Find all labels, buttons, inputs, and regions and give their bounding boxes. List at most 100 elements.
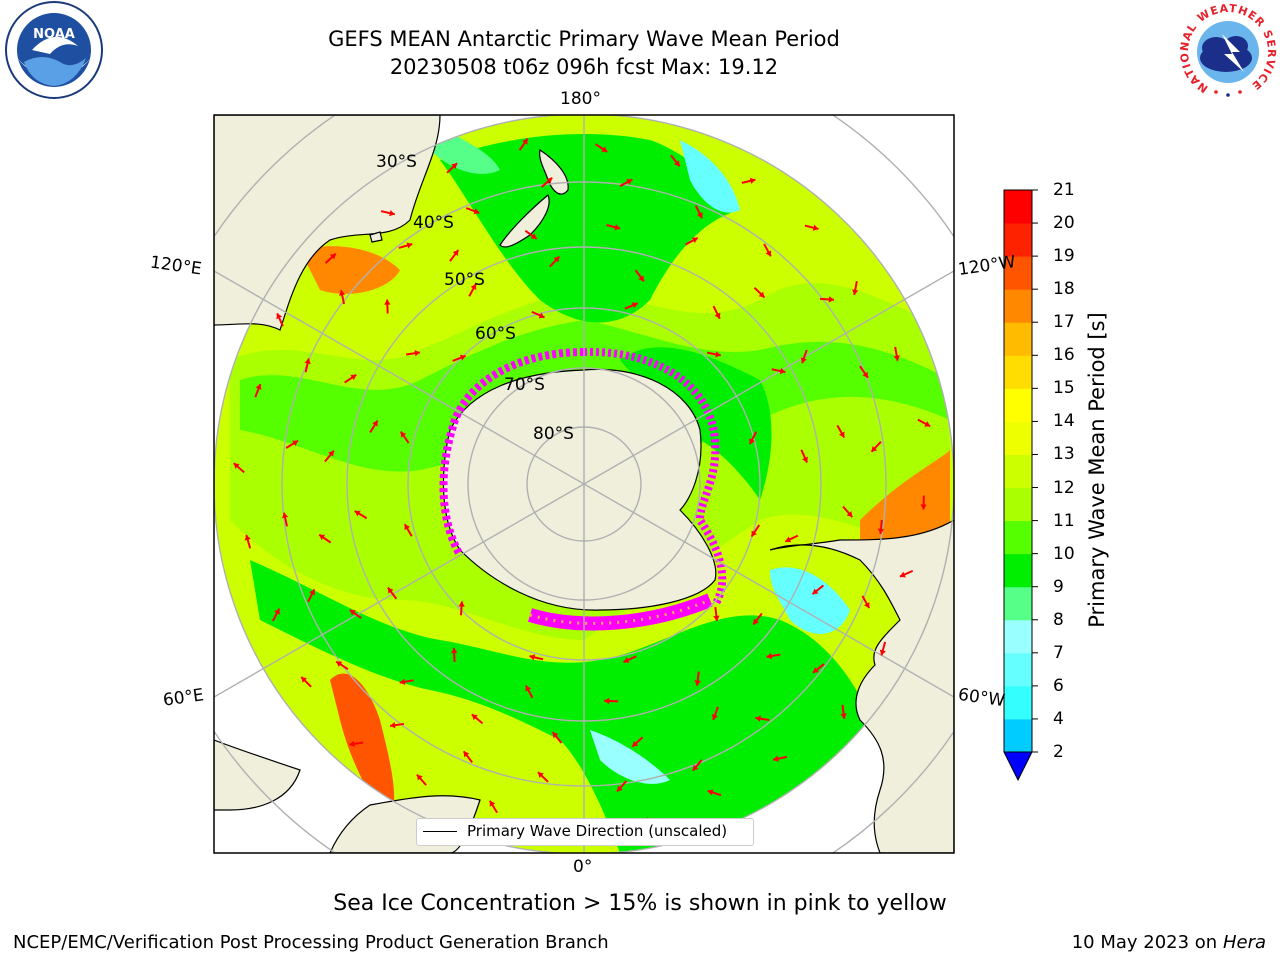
wave-direction-arrowhead xyxy=(638,275,644,282)
footer-date: 10 May 2023 on Hera xyxy=(1072,932,1266,953)
lat-label-30s: 30°S xyxy=(376,152,417,172)
wave-direction-arrowhead xyxy=(404,524,411,531)
colorbar-tick-label: 20 xyxy=(1053,213,1075,234)
wave-direction-arrowhead xyxy=(617,785,623,792)
colorbar-segment xyxy=(1004,685,1032,720)
legend-line-sample xyxy=(423,831,457,832)
lat-label-60s: 60°S xyxy=(475,324,516,344)
nws-logo: NATIONAL WEATHER SERVICE xyxy=(1178,2,1278,102)
wave-direction-arrowhead xyxy=(755,715,761,722)
wave-direction-arrowhead xyxy=(812,667,819,673)
wave-direction-arrowhead xyxy=(812,224,819,231)
lat-label-70s: 70°S xyxy=(504,375,545,395)
wave-direction-arrowhead xyxy=(274,608,280,615)
wave-direction-arrowhead xyxy=(623,657,630,663)
wave-direction-arrowhead xyxy=(879,649,886,656)
wave-direction-arrowhead xyxy=(281,512,289,519)
wave-direction-arrowhead xyxy=(604,697,610,705)
colorbar-tick-label: 15 xyxy=(1053,378,1075,399)
colorbar-tick-label: 2 xyxy=(1053,742,1064,762)
wave-direction-arrowhead xyxy=(553,256,560,263)
colorbar-tick-label: 9 xyxy=(1053,576,1064,597)
wave-direction-arrowhead xyxy=(339,290,346,296)
wave-direction-arrowhead xyxy=(233,463,240,469)
colorbar-segment xyxy=(1004,652,1032,687)
wave-direction-arrowhead xyxy=(893,355,900,361)
wave-direction-arrowhead xyxy=(470,283,477,290)
colorbar-segment xyxy=(1004,619,1032,654)
wave-direction-arrowhead xyxy=(758,291,765,298)
colorbar-tick-label: 11 xyxy=(1053,510,1075,531)
colorbar-tick-label: 17 xyxy=(1053,312,1075,333)
colorbar-segment xyxy=(1004,322,1032,356)
wave-direction-arrowhead xyxy=(692,764,699,771)
wave-direction-arrowhead xyxy=(336,661,343,668)
wave-direction-arrowhead xyxy=(713,615,720,621)
wave-direction-arrowhead xyxy=(328,450,334,457)
wave-direction-arrowhead xyxy=(400,431,407,438)
colorbar-frame xyxy=(1003,189,1033,753)
wave-direction-arrowhead xyxy=(863,602,870,609)
wave-direction-arrowhead xyxy=(846,511,853,518)
wave-direction-arrowhead xyxy=(459,354,466,361)
wave-direction-arrowhead xyxy=(840,713,847,719)
madagascar xyxy=(214,739,301,811)
colorbar-tick-label: 21 xyxy=(1053,180,1075,200)
wave-direction-arrowhead xyxy=(828,296,835,303)
colorbar-segment xyxy=(1004,256,1032,290)
wave-direction-arrowhead xyxy=(802,456,808,463)
wave-direction-arrowhead xyxy=(354,510,361,517)
colorbar xyxy=(1003,189,1038,782)
wave-direction-arrowhead xyxy=(546,177,553,184)
wave-direction-arrowhead xyxy=(458,601,465,607)
wave-direction-arrowhead xyxy=(414,350,420,357)
wave-direction-arrowhead xyxy=(244,534,251,541)
colorbar-tick-label: 13 xyxy=(1053,444,1075,465)
colorbar-label: Primary Wave Mean Period [s] xyxy=(1085,312,1109,628)
wave-direction-arrowhead xyxy=(714,312,721,319)
lat-label-40s: 40°S xyxy=(413,213,454,233)
wave-direction-arrowhead xyxy=(773,755,779,762)
wave-direction-arrowhead xyxy=(753,618,759,625)
wave-direction-arrowhead xyxy=(463,751,470,758)
wave-direction-arrowhead xyxy=(489,800,496,807)
wave-direction-arrowhead xyxy=(696,212,703,219)
wave-direction-arrowhead xyxy=(766,652,773,660)
wave-direction-arrowhead xyxy=(525,685,532,692)
caption: Sea Ice Concentration > 15% is shown in … xyxy=(333,891,947,916)
colorbar-tick-label: 7 xyxy=(1053,642,1064,663)
wave-direction-arrowhead xyxy=(751,530,758,537)
wave-direction-arrowhead xyxy=(387,587,394,594)
legend-label: Primary Wave Direction (unscaled) xyxy=(467,822,728,840)
wave-direction-arrowhead xyxy=(691,237,698,244)
graticule xyxy=(214,115,954,853)
colorbar-tick-label: 4 xyxy=(1053,708,1064,729)
lat-label-50s: 50°S xyxy=(444,270,485,290)
wave-direction-arrowhead xyxy=(349,609,356,616)
wave-direction-arrowhead xyxy=(349,740,355,748)
colorbar-segment xyxy=(1004,454,1032,489)
chart-title: GEFS MEAN Antarctic Primary Wave Mean Pe… xyxy=(328,27,840,51)
colorbar-segment xyxy=(1004,388,1032,422)
colorbar-segment xyxy=(1004,718,1032,753)
wave-direction-arrowhead xyxy=(715,351,721,358)
colorbar-segment xyxy=(1004,520,1032,555)
footer-credit: NCEP/EMC/Verification Post Processing Pr… xyxy=(13,932,609,953)
colorbar-extend-triangle xyxy=(1003,751,1033,782)
footer-host: Hera xyxy=(1222,932,1266,953)
wave-direction-arrowhead xyxy=(406,242,413,249)
wave-direction-arrowhead xyxy=(301,676,308,683)
lon-label-180: 180° xyxy=(560,89,601,109)
map-panel xyxy=(214,115,954,853)
wave-direction-arrowhead xyxy=(473,208,480,215)
sea-ice xyxy=(439,347,727,631)
wave-direction-arrowhead xyxy=(862,371,868,378)
wave-direction-arrowhead xyxy=(924,421,931,427)
wave-direction-arrowhead xyxy=(452,249,459,256)
map-legend: Primary Wave Direction (unscaled) xyxy=(416,818,754,846)
wave-direction-arrowhead xyxy=(552,732,559,739)
wave-direction-arrowhead xyxy=(471,714,478,721)
wave-direction-arrowhead xyxy=(384,299,391,305)
wave-direction-arrowhead xyxy=(626,179,633,185)
